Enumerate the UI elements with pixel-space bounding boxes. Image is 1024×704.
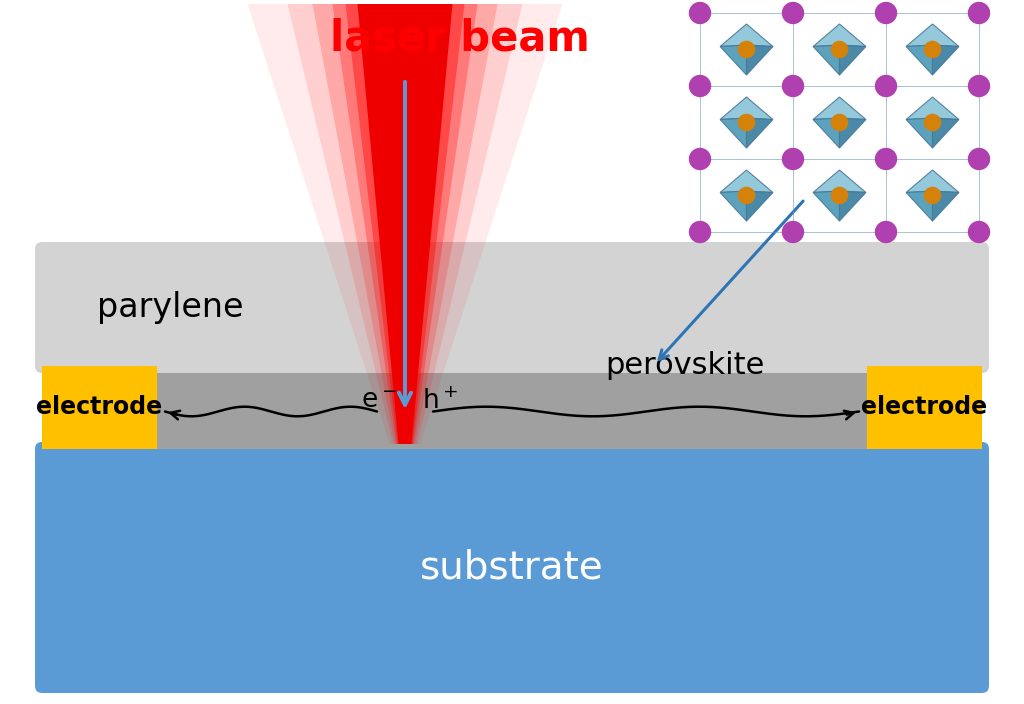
Circle shape bbox=[781, 75, 804, 97]
Polygon shape bbox=[720, 170, 773, 192]
Polygon shape bbox=[357, 4, 453, 444]
Circle shape bbox=[830, 41, 848, 58]
Circle shape bbox=[874, 75, 897, 97]
Text: electrode: electrode bbox=[861, 396, 987, 420]
Polygon shape bbox=[333, 4, 477, 444]
Polygon shape bbox=[906, 97, 958, 120]
Circle shape bbox=[874, 221, 897, 243]
Polygon shape bbox=[720, 24, 773, 46]
Polygon shape bbox=[248, 4, 562, 444]
Polygon shape bbox=[813, 45, 840, 75]
Polygon shape bbox=[746, 118, 773, 148]
Polygon shape bbox=[906, 45, 933, 75]
Polygon shape bbox=[813, 24, 866, 46]
Circle shape bbox=[830, 114, 848, 132]
Circle shape bbox=[874, 148, 897, 170]
Circle shape bbox=[830, 187, 848, 204]
Circle shape bbox=[924, 187, 941, 204]
Circle shape bbox=[737, 114, 756, 132]
Circle shape bbox=[924, 114, 941, 132]
Circle shape bbox=[781, 221, 804, 243]
Circle shape bbox=[968, 148, 990, 170]
Bar bbox=[42, 366, 157, 449]
Circle shape bbox=[689, 221, 712, 243]
Polygon shape bbox=[720, 191, 746, 221]
Circle shape bbox=[689, 2, 712, 24]
Circle shape bbox=[968, 2, 990, 24]
Circle shape bbox=[781, 148, 804, 170]
Circle shape bbox=[968, 221, 990, 243]
Bar bbox=[867, 366, 982, 449]
Circle shape bbox=[968, 75, 990, 97]
FancyBboxPatch shape bbox=[35, 442, 989, 693]
Polygon shape bbox=[813, 118, 840, 148]
Circle shape bbox=[689, 75, 712, 97]
Polygon shape bbox=[840, 45, 866, 75]
Polygon shape bbox=[933, 45, 958, 75]
Polygon shape bbox=[720, 97, 773, 120]
Circle shape bbox=[737, 187, 756, 204]
Polygon shape bbox=[906, 24, 958, 46]
Polygon shape bbox=[746, 191, 773, 221]
Polygon shape bbox=[933, 191, 958, 221]
Circle shape bbox=[781, 2, 804, 24]
Text: substrate: substrate bbox=[420, 548, 604, 586]
Text: perovskite: perovskite bbox=[605, 351, 764, 380]
Polygon shape bbox=[840, 191, 866, 221]
Text: e$^-$: e$^-$ bbox=[361, 389, 397, 415]
Polygon shape bbox=[906, 170, 958, 192]
Text: electrode: electrode bbox=[37, 396, 163, 420]
Circle shape bbox=[924, 41, 941, 58]
Circle shape bbox=[874, 2, 897, 24]
Polygon shape bbox=[746, 45, 773, 75]
Text: parylene: parylene bbox=[97, 291, 244, 324]
Polygon shape bbox=[720, 45, 746, 75]
Text: h$^+$: h$^+$ bbox=[422, 389, 458, 415]
Circle shape bbox=[737, 41, 756, 58]
Polygon shape bbox=[840, 118, 866, 148]
Polygon shape bbox=[288, 4, 522, 444]
Bar bbox=[42, 366, 982, 449]
Polygon shape bbox=[906, 191, 933, 221]
Polygon shape bbox=[345, 4, 465, 444]
Polygon shape bbox=[813, 97, 866, 120]
Text: laser beam: laser beam bbox=[330, 18, 590, 60]
Polygon shape bbox=[720, 118, 746, 148]
Polygon shape bbox=[312, 4, 498, 444]
FancyBboxPatch shape bbox=[35, 242, 989, 373]
Circle shape bbox=[689, 148, 712, 170]
Polygon shape bbox=[906, 118, 933, 148]
Polygon shape bbox=[933, 118, 958, 148]
Polygon shape bbox=[813, 170, 866, 192]
Polygon shape bbox=[813, 191, 840, 221]
